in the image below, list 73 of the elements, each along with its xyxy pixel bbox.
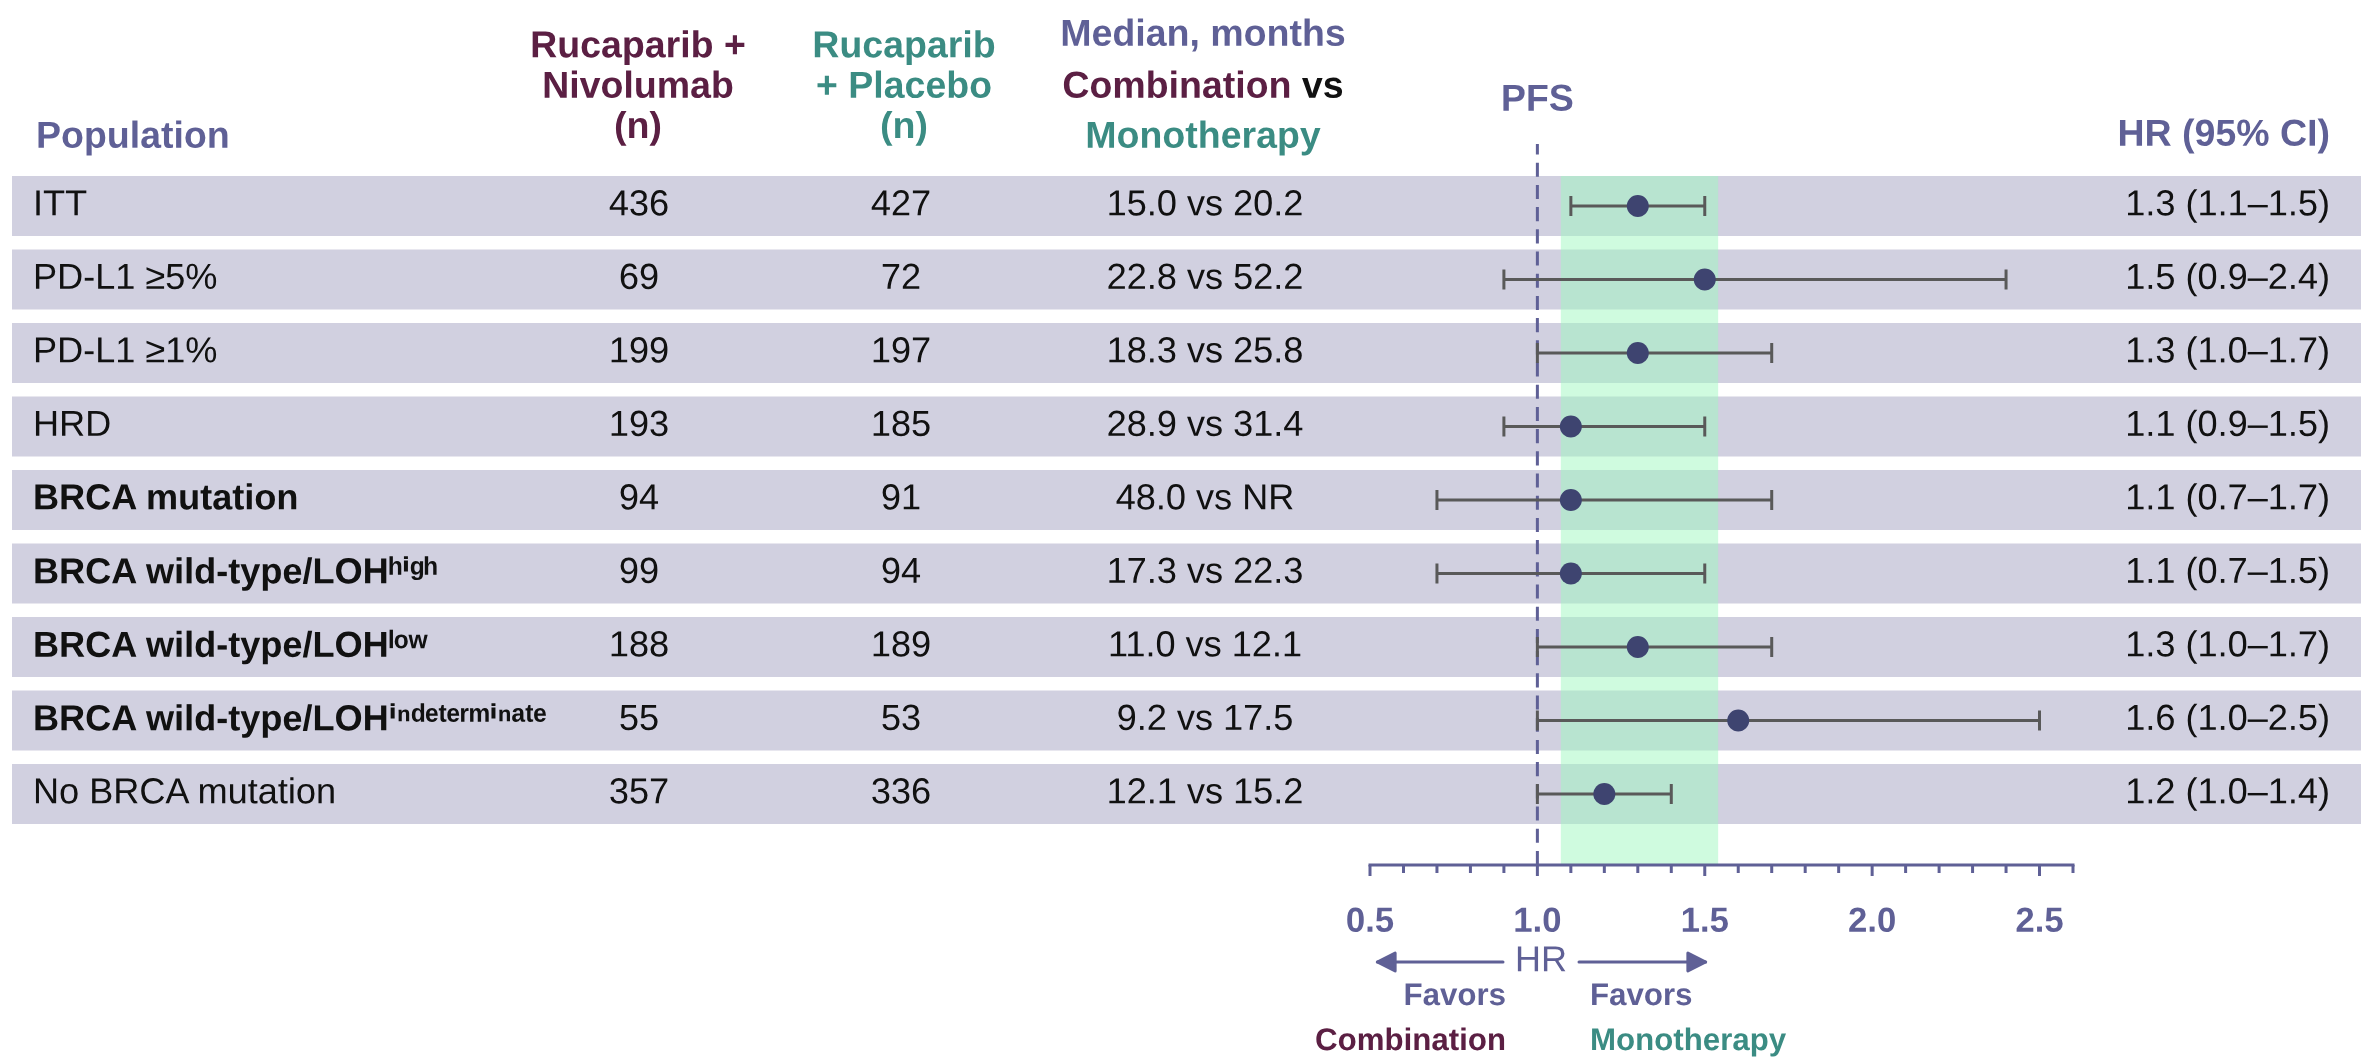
ref-line-label: PFS: [1503, 84, 1573, 112]
point: [1626, 342, 1649, 364]
x-tick-label: 1.0: [1515, 907, 1561, 933]
x-tick-label: 2.0: [1849, 907, 1895, 933]
point: [1626, 636, 1649, 658]
data-label: 1.3 (1.0–1.7): [2128, 336, 2328, 370]
data-label: 1.1 (0.7–1.7): [2128, 483, 2328, 517]
text: 185: [873, 410, 930, 437]
text: BRCA wild-type/LOHʰⁱᵍʰ: [35, 556, 437, 591]
x-axis-title: HR: [1517, 946, 1566, 972]
text: 436: [609, 190, 668, 216]
text: No BRCA mutation: [35, 777, 334, 804]
text: 15.0 vs 20.2: [1109, 190, 1302, 216]
data-label: 1.6 (1.0–2.5): [2128, 703, 2328, 738]
text: Population: [38, 120, 228, 156]
text: 53: [882, 704, 920, 731]
x-tick-label: 1.5: [1682, 907, 1728, 933]
text: HRD: [35, 410, 110, 436]
point: [1693, 268, 1716, 291]
point: [1626, 195, 1649, 217]
text: 336: [872, 778, 930, 804]
text: ITT: [36, 190, 87, 216]
text: vs: [1302, 77, 1343, 99]
text: Favors: [1405, 983, 1505, 1006]
text: 199: [611, 337, 668, 363]
point: [1559, 562, 1582, 585]
x-tick-label: 0.5: [1347, 907, 1394, 933]
text: 94: [882, 557, 921, 584]
text: 99: [620, 557, 658, 584]
text: PD-L1 ≥5%: [35, 263, 217, 290]
text: Combination: [1316, 1027, 1505, 1051]
text: 188: [611, 631, 668, 657]
text: 28.9 vs 31.4: [1108, 410, 1303, 437]
text: 22.8 vs 52.2: [1108, 263, 1302, 290]
text: BRCA wild-type/LOHˡᵒʷ: [35, 629, 428, 665]
text: Monotherapy: [1087, 120, 1321, 156]
text: Monotherapy: [1592, 1027, 1787, 1057]
text: 17.3 vs 22.3: [1109, 557, 1302, 584]
text: 11.0 vs 12.1: [1110, 631, 1301, 657]
text: 91: [882, 484, 920, 510]
text: PD-L1 ≥1%: [35, 337, 217, 363]
data-label: 1.1 (0.9–1.5): [2128, 409, 2328, 444]
text: HR (95% CI): [2119, 118, 2329, 154]
text: 197: [873, 337, 930, 363]
text: 94: [620, 484, 659, 510]
data-label: 1.3 (1.1–1.5): [2128, 189, 2328, 223]
data-label: 1.5 (0.9–2.4): [2128, 262, 2328, 297]
text: BRCA mutation: [35, 483, 297, 510]
point: [1593, 783, 1616, 805]
text: Rucaparib + Placebo (n): [814, 30, 995, 146]
text: Favors: [1592, 983, 1692, 1006]
text: 427: [871, 190, 930, 216]
text: 193: [611, 410, 668, 437]
text: Combination: [1063, 70, 1290, 99]
text: 357: [610, 778, 668, 804]
text: Median, months: [1062, 18, 1345, 52]
data-label: 1.3 (1.0–1.7): [2128, 630, 2328, 664]
point: [1559, 415, 1582, 438]
data-label: 1.1 (0.7–1.5): [2128, 556, 2328, 591]
text: 48.0 vs NR: [1116, 484, 1293, 510]
text: 18.3 vs 25.8: [1109, 337, 1302, 363]
text: 9.2 vs 17.5: [1118, 704, 1292, 731]
point: [1559, 489, 1582, 511]
text: Rucaparib + Nivolumab (n): [532, 30, 745, 146]
point: [1727, 709, 1750, 732]
text: 189: [873, 631, 930, 657]
text: 72: [882, 263, 920, 289]
text: 12.1 vs 15.2: [1109, 778, 1302, 804]
text: BRCA wild-type/LOHⁱⁿᵈᵉᵗᵉʳᵐⁱⁿᵃᵗᵉ: [35, 703, 546, 738]
text: 69: [620, 263, 658, 290]
x-tick-label: 2.5: [2016, 907, 2063, 933]
text: 55: [620, 704, 658, 731]
data-label: 1.2 (1.0–1.4): [2128, 777, 2328, 811]
